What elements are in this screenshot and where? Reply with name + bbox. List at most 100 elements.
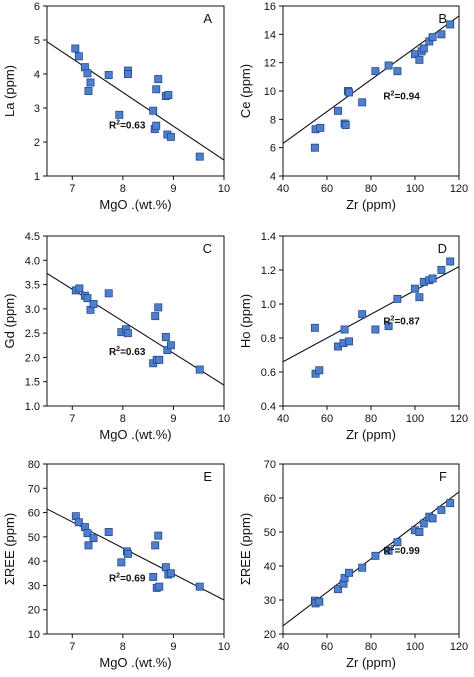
data-point (104, 71, 113, 79)
data-point (161, 333, 170, 341)
data-point (123, 329, 132, 338)
y-tick-label: 20 (264, 629, 276, 641)
y-axis-label: ΣREE (ppm) (2, 513, 17, 585)
data-point (428, 33, 437, 42)
data-point (334, 585, 342, 594)
data-point (446, 257, 455, 266)
r-squared-value: 0.94 (400, 92, 420, 103)
panel-B: 40 60 80 100 120 4 6 8 10 12 14 16 R2=0.94 B Zr (ppm) C… (238, 1, 468, 212)
r-squared-label: R2=0.94 (383, 91, 420, 103)
r-squared-label: R2=0.69 (109, 572, 146, 584)
data-point (334, 106, 342, 115)
y-tick-label: 10 (264, 86, 276, 98)
data-point (155, 355, 164, 364)
y-tick-label: 3.5 (25, 280, 40, 292)
r-squared-value: 0.99 (400, 546, 420, 557)
data-point (152, 121, 161, 130)
x-tick-label: 7 (69, 641, 75, 653)
x-tick-label: 8 (120, 413, 126, 425)
data-point (151, 541, 160, 550)
y-tick-label: 1 (34, 171, 40, 183)
r-squared-label: R2=0.63 (109, 346, 146, 358)
x-tick-label: 8 (120, 641, 126, 653)
y-axis-label: Ce (ppm) (238, 64, 253, 118)
r-squared-label: R2=0.63 (109, 119, 146, 131)
data-point (149, 572, 158, 581)
y-tick-label: 60 (264, 493, 276, 505)
x-axis-label: Zr (ppm) (346, 427, 396, 442)
y-tick-label: 1.5 (25, 377, 40, 389)
data-point (415, 293, 424, 302)
r-squared-value: 0.63 (126, 347, 146, 358)
data-point (316, 123, 325, 132)
y-tick-label: 4 (270, 171, 276, 183)
data-point (384, 546, 393, 555)
data-point (84, 87, 93, 95)
y-tick-label: 50 (28, 532, 40, 544)
x-axis-label: MgO .(wt.%) (99, 427, 171, 442)
panel-D: 40 60 80 100 120 0.4 0.6 0.8 1.0 1.2 1.4 R2=0.87 D Zr… (238, 231, 468, 442)
data-point (84, 541, 93, 550)
data-point (428, 514, 437, 523)
data-point (411, 284, 419, 293)
y-tick-label: 5 (34, 35, 40, 47)
data-point (166, 341, 175, 350)
y-tick-label: 20 (28, 605, 40, 617)
data-point (419, 519, 428, 528)
r-squared-label: R2=0.87 (383, 315, 420, 327)
y-tick-label: 8 (270, 114, 276, 126)
data-point (74, 518, 83, 527)
x-tick-label: 10 (218, 413, 230, 425)
data-point (89, 300, 98, 308)
data-point (86, 78, 95, 87)
data-point (166, 132, 175, 141)
data-point (104, 289, 113, 298)
data-point (195, 152, 204, 161)
data-point (115, 110, 124, 119)
y-tick-label: 1.4 (261, 231, 276, 243)
r-squared-value: 0.63 (126, 120, 146, 131)
panel-letter: D (438, 241, 447, 256)
data-point (195, 365, 204, 374)
panel-letter: E (203, 469, 212, 484)
panel-letter: C (203, 241, 212, 256)
data-point (428, 274, 437, 283)
data-point (104, 528, 113, 536)
data-point (71, 44, 80, 53)
regression-line (283, 491, 459, 627)
data-point (154, 531, 163, 540)
y-tick-label: 70 (28, 483, 40, 495)
data-point (195, 582, 204, 591)
x-tick-label: 9 (170, 413, 176, 425)
data-point (384, 61, 393, 70)
x-axis-label: Zr (ppm) (346, 197, 396, 212)
data-point (164, 91, 173, 100)
data-point (83, 529, 92, 538)
data-point (74, 52, 83, 61)
y-axis-label: La (ppm) (2, 65, 17, 117)
y-tick-label: 1.2 (261, 265, 276, 277)
x-tick-label: 100 (406, 641, 424, 653)
y-tick-label: 6 (270, 143, 276, 155)
x-tick-label: 120 (450, 413, 468, 425)
x-tick-label: 120 (450, 641, 468, 653)
plot-frame (282, 463, 460, 635)
data-point (393, 294, 402, 303)
x-tick-label: 40 (277, 641, 289, 653)
data-point (371, 67, 380, 76)
data-point (149, 106, 158, 115)
data-point (393, 67, 402, 76)
plot-frame (282, 5, 460, 177)
data-point (341, 121, 350, 129)
x-tick-label: 60 (321, 413, 333, 425)
y-tick-label: 14 (264, 29, 276, 41)
data-point (151, 312, 160, 321)
data-point (437, 266, 446, 274)
data-point (83, 294, 92, 303)
x-tick-label: 10 (218, 183, 230, 195)
data-point (123, 549, 132, 558)
y-tick-label: 30 (28, 580, 40, 592)
data-point (155, 582, 164, 591)
data-point (75, 284, 84, 293)
plot-frame (46, 5, 225, 177)
